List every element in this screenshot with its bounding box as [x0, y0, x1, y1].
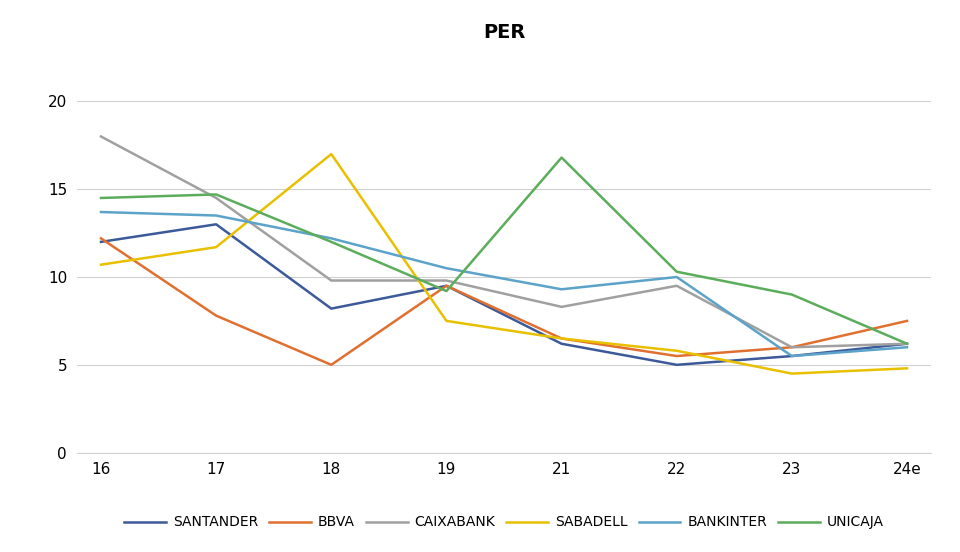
Line: SANTANDER: SANTANDER: [101, 224, 907, 365]
BANKINTER: [671, 274, 683, 280]
SANTANDER: [210, 221, 222, 227]
UNICAJA: [95, 195, 107, 201]
SABADELL: [671, 347, 683, 354]
UNICAJA: [786, 291, 798, 298]
BANKINTER: [556, 286, 567, 293]
BBVA: [901, 317, 913, 324]
UNICAJA: [671, 268, 683, 275]
Title: PER: PER: [483, 24, 525, 43]
CAIXABANK: [556, 304, 567, 310]
SABADELL: [556, 335, 567, 342]
Line: CAIXABANK: CAIXABANK: [101, 136, 907, 347]
SANTANDER: [556, 341, 567, 347]
SANTANDER: [325, 305, 337, 312]
UNICAJA: [901, 341, 913, 347]
BBVA: [786, 344, 798, 351]
Line: BBVA: BBVA: [101, 238, 907, 365]
UNICAJA: [556, 154, 567, 161]
CAIXABANK: [325, 277, 337, 284]
SABADELL: [901, 365, 913, 371]
CAIXABANK: [210, 195, 222, 201]
CAIXABANK: [95, 133, 107, 140]
SANTANDER: [671, 362, 683, 368]
BBVA: [441, 283, 452, 289]
BANKINTER: [210, 212, 222, 219]
SANTANDER: [95, 238, 107, 245]
CAIXABANK: [786, 344, 798, 351]
BANKINTER: [901, 344, 913, 351]
Line: UNICAJA: UNICAJA: [101, 157, 907, 344]
BBVA: [556, 335, 567, 342]
Line: SABADELL: SABADELL: [101, 154, 907, 374]
CAIXABANK: [441, 277, 452, 284]
UNICAJA: [325, 238, 337, 245]
BBVA: [95, 235, 107, 242]
BBVA: [671, 353, 683, 359]
UNICAJA: [210, 191, 222, 198]
BANKINTER: [325, 235, 337, 242]
SABADELL: [95, 262, 107, 268]
CAIXABANK: [671, 283, 683, 289]
CAIXABANK: [901, 341, 913, 347]
BBVA: [210, 312, 222, 319]
UNICAJA: [441, 288, 452, 294]
SANTANDER: [901, 341, 913, 347]
SANTANDER: [786, 353, 798, 359]
BBVA: [325, 362, 337, 368]
BANKINTER: [441, 265, 452, 272]
Line: BANKINTER: BANKINTER: [101, 212, 907, 356]
BANKINTER: [786, 353, 798, 359]
SABADELL: [441, 317, 452, 324]
SANTANDER: [441, 283, 452, 289]
Legend: SANTANDER, BBVA, CAIXABANK, SABADELL, BANKINTER, UNICAJA: SANTANDER, BBVA, CAIXABANK, SABADELL, BA…: [119, 510, 889, 535]
BANKINTER: [95, 209, 107, 215]
SABADELL: [325, 151, 337, 157]
SABADELL: [210, 244, 222, 251]
SABADELL: [786, 370, 798, 377]
